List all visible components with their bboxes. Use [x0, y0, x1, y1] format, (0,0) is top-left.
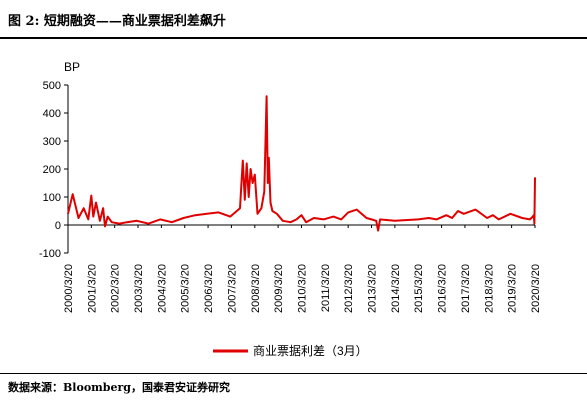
source-divider	[0, 373, 587, 374]
x-tick-label: 2014/3/20	[390, 264, 402, 313]
x-tick-label: 2003/3/20	[133, 264, 145, 313]
y-tick-label: -100	[39, 248, 61, 260]
x-tick-label: 2010/3/20	[296, 264, 308, 313]
y-tick-label: 0	[55, 220, 61, 232]
figure-header: 图 2: 短期融资——商业票据利差飙升	[0, 0, 587, 40]
y-axis-unit-label: BP	[64, 60, 80, 74]
x-tick-label: 2002/3/20	[110, 264, 122, 313]
y-tick-label: 500	[43, 80, 61, 92]
x-tick-label: 2019/3/20	[507, 264, 519, 313]
y-tick-label: 100	[43, 192, 61, 204]
figure-source: 数据来源：Bloomberg，国泰君安证券研究	[8, 381, 230, 394]
title-divider	[0, 37, 587, 39]
x-tick-label: 2008/3/20	[250, 264, 262, 313]
x-tick-label: 2006/3/20	[203, 264, 215, 313]
y-tick-label: 300	[43, 136, 61, 148]
x-tick-label: 2011/3/20	[320, 264, 332, 312]
x-tick-label: 2004/3/20	[156, 264, 168, 313]
x-tick-label: 2016/3/20	[437, 264, 449, 313]
x-tick-label: 2001/3/20	[86, 264, 98, 313]
chart-area: BP -100 0 100 200 300 400 500 2000/3/20 2001/3/20…	[0, 40, 587, 370]
x-tick-label: 2018/3/20	[483, 264, 495, 313]
x-tick-label: 2000/3/20	[63, 264, 75, 313]
legend-label: 商业票据利差（3月）	[253, 343, 368, 358]
x-tick-label: 2012/3/20	[343, 264, 355, 313]
x-tick-label: 2020/3/20	[530, 264, 542, 313]
x-tick-label: 2015/3/20	[413, 264, 425, 313]
series-line	[67, 95, 536, 232]
y-tick-label: 200	[43, 164, 61, 176]
x-tick-label: 2017/3/20	[460, 264, 472, 313]
line-chart: BP -100 0 100 200 300 400 500 2000/3/20 2001/3/20…	[39, 60, 542, 358]
y-tick-label: 400	[43, 108, 61, 120]
figure-title: 图 2: 短期融资——商业票据利差飙升	[8, 14, 226, 29]
x-tick-label: 2013/3/20	[367, 264, 379, 313]
x-tick-label: 2005/3/20	[180, 264, 192, 313]
x-tick-label: 2007/3/20	[226, 264, 238, 313]
x-tick-label: 2009/3/20	[273, 264, 285, 313]
